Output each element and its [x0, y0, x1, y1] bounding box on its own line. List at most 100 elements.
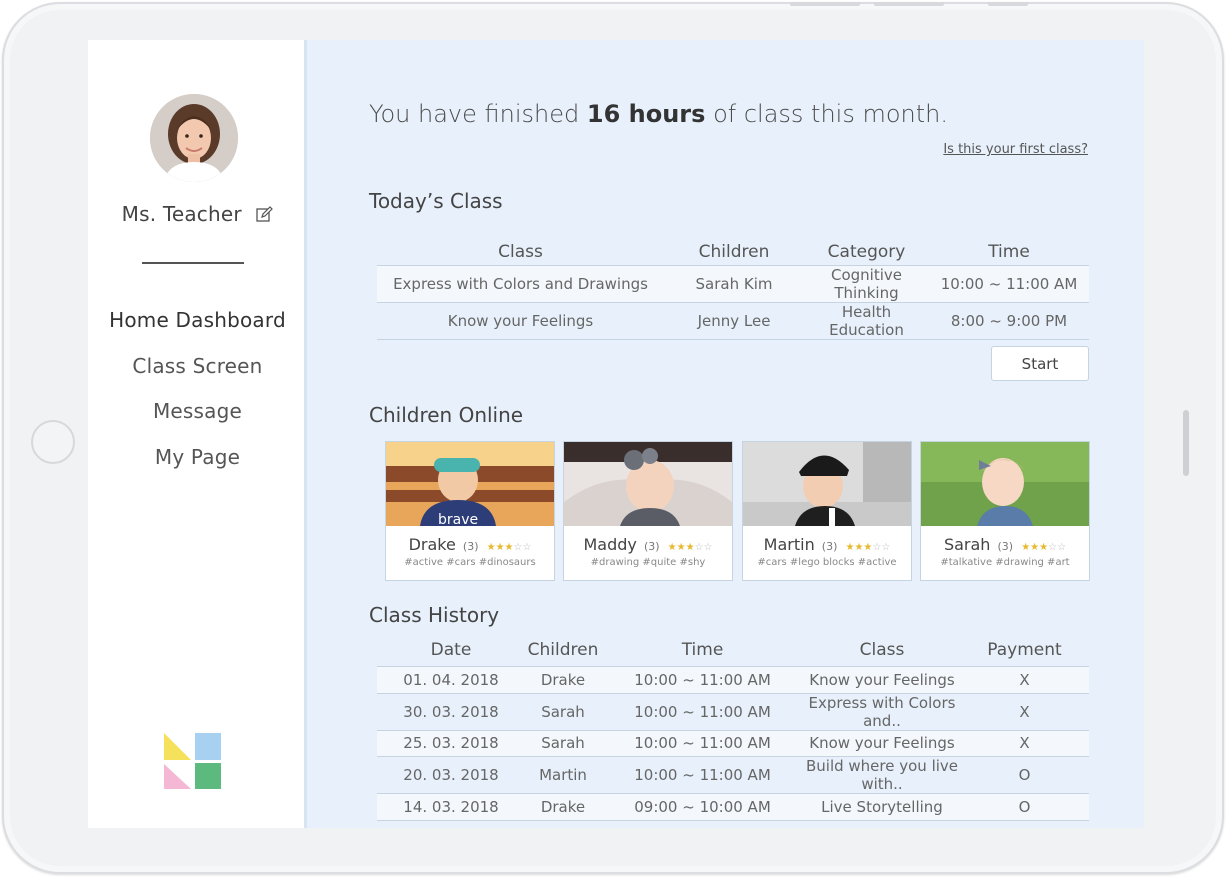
- star-outline-icon: ☆: [1057, 542, 1067, 553]
- table-row[interactable]: 30. 03. 2018 Sarah 10:00 ~ 11:00 AM Expr…: [377, 692, 1089, 730]
- table-cell: 25. 03. 2018: [377, 729, 525, 757]
- star-outline-icon: ☆: [881, 542, 891, 553]
- table-cell: Jenny Lee: [664, 301, 804, 340]
- child-photo-martin: [743, 442, 911, 526]
- child-card-maddy[interactable]: Maddy (3) ★★★☆☆ #drawing #quite #shy: [563, 441, 733, 581]
- table-cell: 30. 03. 2018: [377, 692, 525, 730]
- table-cell: Drake: [525, 666, 601, 693]
- monthly-hours-headline: You have finished 16 hours of class this…: [369, 100, 948, 128]
- app-screen: Ms. Teacher Home Dashboard Class Screen …: [88, 40, 1144, 828]
- nav-my-page[interactable]: My Page: [154, 444, 241, 469]
- star-outline-icon: ☆: [522, 542, 532, 553]
- children-online-list: brave Drake (3) ★★★☆☆ #active #cars #din…: [385, 441, 1095, 581]
- table-cell: 10:00 ~ 11:00 AM: [601, 729, 804, 757]
- table-cell: Express with Colors and Drawings: [377, 264, 664, 302]
- class-history-table: Date Children Time Class Payment: [377, 637, 1089, 663]
- table-cell: X: [960, 666, 1089, 693]
- table-cell: X: [960, 729, 1089, 757]
- volume-button: [790, 2, 860, 6]
- star-icon: ★: [667, 542, 677, 553]
- column-header: Class: [498, 241, 543, 262]
- column-header: Children: [527, 640, 599, 660]
- table-cell: Build where you live with..: [804, 756, 960, 794]
- table-cell: 20. 03. 2018: [377, 756, 525, 794]
- table-row[interactable]: 14. 03. 2018 Drake 09:00 ~ 10:00 AM Live…: [377, 793, 1089, 821]
- child-tags: #drawing #quite #shy: [590, 557, 706, 568]
- table-cell: 8:00 ~ 9:00 PM: [929, 301, 1089, 340]
- table-cell: Express with Colors and..: [804, 692, 960, 730]
- star-icon: ★: [676, 542, 686, 553]
- star-rating: ★★★☆☆: [845, 542, 890, 553]
- child-name: Drake: [408, 535, 456, 554]
- table-cell: Martin: [525, 756, 601, 794]
- sidebar-nav: Home Dashboard Class Screen Message My P…: [88, 305, 307, 487]
- table-cell: 10:00 ~ 11:00 AM: [929, 264, 1089, 302]
- table-row[interactable]: 20. 03. 2018 Martin 10:00 ~ 11:00 AM Bui…: [377, 756, 1089, 794]
- start-class-button[interactable]: Start: [991, 346, 1089, 381]
- home-button[interactable]: [31, 420, 75, 464]
- table-cell: Know your Feelings: [804, 666, 960, 693]
- power-button: [988, 2, 1028, 6]
- table-cell: Drake: [525, 793, 601, 821]
- column-header: Date: [430, 640, 472, 660]
- star-icon: ★: [504, 542, 514, 553]
- star-outline-icon: ☆: [694, 542, 704, 553]
- child-photo-maddy: [564, 442, 732, 526]
- children-online-title: Children Online: [369, 403, 524, 427]
- table-row[interactable]: Know your Feelings Jenny Lee Health Educ…: [377, 301, 1089, 340]
- table-cell: 10:00 ~ 11:00 AM: [601, 756, 804, 794]
- star-icon: ★: [486, 542, 496, 553]
- child-card-sarah[interactable]: Sarah (3) ★★★☆☆ #talkative #drawing #art: [920, 441, 1090, 581]
- four-square-logo-icon: [164, 733, 222, 791]
- star-icon: ★: [845, 542, 855, 553]
- child-count: (3): [821, 540, 838, 553]
- column-header: Time: [681, 640, 724, 660]
- table-cell: Live Storytelling: [804, 793, 960, 821]
- column-header: Payment: [987, 640, 1062, 660]
- nav-class-screen[interactable]: Class Screen: [132, 353, 263, 378]
- table-cell: 14. 03. 2018: [377, 793, 525, 821]
- star-icon: ★: [1021, 542, 1031, 553]
- star-outline-icon: ☆: [703, 542, 713, 553]
- first-class-link[interactable]: Is this your first class?: [943, 142, 1088, 157]
- child-name: Sarah: [943, 535, 991, 554]
- star-rating: ★★★☆☆: [668, 542, 713, 553]
- table-cell: 10:00 ~ 11:00 AM: [601, 666, 804, 693]
- table-cell: Know your Feelings: [804, 729, 960, 757]
- child-name-row: Martin (3) ★★★☆☆: [743, 535, 911, 554]
- table-row[interactable]: 01. 04. 2018 Drake 10:00 ~ 11:00 AM Know…: [377, 666, 1089, 693]
- svg-text:brave: brave: [438, 512, 478, 526]
- pencil-square-icon[interactable]: [256, 204, 274, 228]
- table-cell: Cognitive Thinking: [804, 264, 929, 302]
- table-cell: Sarah Kim: [664, 264, 804, 302]
- child-count: (3): [643, 540, 660, 553]
- star-icon: ★: [495, 542, 505, 553]
- todays-class-table: Class Children Category Time Express wit…: [377, 239, 1089, 340]
- table-row[interactable]: 25. 03. 2018 Sarah 10:00 ~ 11:00 AM Know…: [377, 729, 1089, 757]
- table-cell: Sarah: [525, 729, 601, 757]
- child-card-drake[interactable]: brave Drake (3) ★★★☆☆ #active #cars #din…: [385, 441, 555, 581]
- table-cell: Know your Feelings: [377, 301, 664, 340]
- child-name-row: Maddy (3) ★★★☆☆: [564, 535, 732, 554]
- star-icon: ★: [685, 542, 695, 553]
- class-history-body: 01. 04. 2018 Drake 10:00 ~ 11:00 AM Know…: [377, 666, 1089, 821]
- table-cell: O: [960, 793, 1089, 821]
- child-name-row: Drake (3) ★★★☆☆: [386, 535, 554, 554]
- nav-message[interactable]: Message: [152, 399, 243, 423]
- star-rating: ★★★☆☆: [1021, 542, 1066, 553]
- table-row[interactable]: Express with Colors and Drawings Sarah K…: [377, 264, 1089, 302]
- child-name: Martin: [763, 535, 815, 554]
- main-content: You have finished 16 hours of class this…: [310, 40, 1144, 828]
- child-count: (3): [462, 540, 479, 553]
- class-history-title: Class History: [369, 603, 500, 627]
- teacher-avatar[interactable]: [150, 94, 238, 182]
- avatar-image: [150, 94, 238, 182]
- table-cell: Sarah: [525, 692, 601, 730]
- nav-home-dashboard[interactable]: Home Dashboard: [109, 308, 286, 332]
- sidebar-divider: [142, 262, 244, 264]
- table-cell: 10:00 ~ 11:00 AM: [601, 692, 804, 730]
- star-icon: ★: [854, 542, 864, 553]
- child-tags: #cars #lego blocks #active: [757, 557, 897, 568]
- child-card-martin[interactable]: Martin (3) ★★★☆☆ #cars #lego blocks #act…: [742, 441, 912, 581]
- star-outline-icon: ☆: [872, 542, 882, 553]
